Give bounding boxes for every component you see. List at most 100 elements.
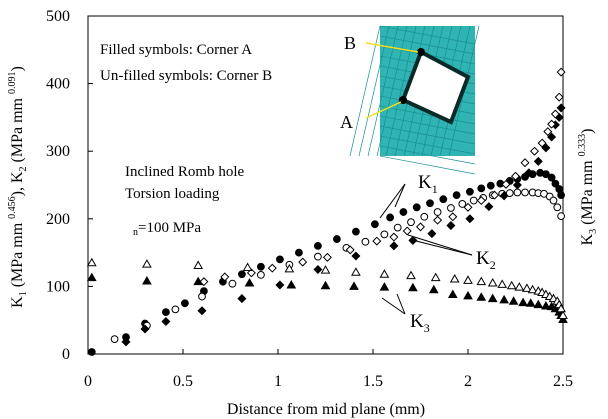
axes	[87, 15, 564, 355]
label-text: )	[9, 66, 26, 71]
callout-pointer	[381, 297, 406, 315]
circle-filled-point	[371, 220, 379, 229]
diamond-filled-point	[465, 214, 475, 224]
unit-exponent: 0.333	[577, 134, 588, 157]
x-tick-label: 1.5	[363, 373, 383, 390]
legend-note-unfilled: Un-filled symbols: Corner B	[100, 68, 272, 84]
stress-note: n=100 MPa	[133, 220, 201, 238]
triangle-filled-point	[533, 299, 544, 309]
x-tick-label: 0	[84, 373, 92, 390]
callout-pointer	[394, 183, 406, 208]
diamond-filled-point	[275, 280, 285, 290]
diamond-open-point	[298, 257, 308, 267]
diamond-filled-point	[427, 229, 437, 239]
callout-main: K	[476, 248, 490, 269]
diamond-open-point	[345, 245, 355, 255]
diamond-open-point	[547, 119, 557, 129]
callout-k1: K1	[418, 172, 438, 196]
triangle-filled-point	[86, 272, 97, 282]
inset-arrow-b	[365, 42, 419, 53]
stress-note-sub: n	[133, 227, 138, 238]
triangle-filled-point	[286, 280, 297, 289]
callout-main: K	[410, 311, 424, 332]
circle-open-point	[361, 237, 370, 246]
diamond-open-point	[543, 127, 553, 137]
diamond-filled-point	[446, 221, 456, 231]
triangle-filled-point	[349, 281, 359, 290]
subscript: 2	[18, 166, 29, 171]
callout-sub: 1	[432, 182, 438, 196]
diamond-open-point	[322, 252, 332, 262]
x-tick-label: 2	[464, 373, 472, 390]
circle-filled-point	[557, 191, 565, 200]
subscript: 3	[588, 229, 599, 234]
triangle-open-point	[379, 269, 390, 278]
inset-mesh-line	[376, 25, 408, 157]
stress-note-text: =100 MPa	[138, 220, 201, 236]
circle-open-point	[505, 189, 514, 198]
triangle-open-point	[476, 276, 487, 286]
circle-open-point	[393, 223, 402, 232]
diamond-filled-point	[197, 306, 207, 316]
triangle-open-point	[558, 310, 568, 319]
diamond-filled-point	[533, 156, 543, 166]
x-tick-label: 1	[274, 373, 282, 390]
circle-open-point	[513, 188, 522, 197]
circle-open-point	[521, 188, 529, 197]
diamond-open-point	[556, 67, 566, 77]
diamond-open-point	[529, 146, 540, 156]
diamond-open-point	[501, 179, 511, 189]
circle-open-point	[380, 230, 389, 239]
inset-mesh-line	[385, 25, 417, 157]
triangle-filled-point	[541, 300, 551, 310]
circle-open-point	[433, 208, 442, 216]
circle-filled-point	[238, 270, 246, 279]
circle-filled-point	[333, 235, 341, 243]
triangle-open-point	[527, 284, 538, 294]
circle-filled-point	[276, 255, 284, 264]
diamond-open-point	[415, 222, 426, 232]
triangle-filled-point	[508, 296, 519, 305]
diamond-filled-point	[389, 241, 399, 251]
callout-pointers	[379, 183, 473, 315]
x-tick-label: 2.5	[553, 373, 573, 390]
triangle-open-point	[284, 263, 295, 273]
triangle-filled-point	[379, 282, 390, 291]
circle-filled-point	[412, 203, 421, 212]
y-tick-label: 400	[46, 76, 70, 93]
callout-pointer	[379, 183, 406, 219]
circle-open-point	[110, 335, 119, 344]
callout-k3: K3	[410, 311, 430, 335]
triangle-filled-point	[463, 290, 473, 300]
label-text: K	[9, 296, 26, 308]
inset-mesh-line	[379, 145, 476, 165]
circle-filled-point	[426, 199, 434, 208]
triangle-filled-point	[320, 280, 331, 290]
callout-sub: 3	[424, 321, 430, 335]
legend-note-filled: Filled symbols: Corner A	[100, 42, 252, 58]
circle-open-point	[458, 200, 467, 208]
case-note-hole: Inclined Romb hole	[125, 164, 244, 180]
triangle-open-point	[193, 260, 204, 269]
y-axis-label-right: K3 (MPa mm 0.333)	[577, 129, 599, 246]
diamond-filled-point	[121, 337, 131, 347]
label-text: )	[579, 129, 596, 134]
label-text: K	[579, 233, 596, 245]
inset-mesh-line	[379, 25, 476, 45]
x-tick-label: 0.5	[173, 373, 193, 390]
triangle-open-point	[86, 257, 97, 267]
callout-pointer	[396, 293, 406, 315]
inset-corner-b	[417, 48, 425, 56]
label-text: ), K	[9, 171, 26, 196]
data-markers	[86, 67, 568, 356]
corner-inset-image	[349, 25, 480, 175]
triangle-filled-point	[244, 278, 255, 287]
circle-open-point	[171, 305, 180, 314]
y-tick-label: 500	[46, 8, 70, 25]
circle-filled-point	[486, 181, 495, 190]
diamond-filled-point	[541, 143, 551, 153]
callout-pointer	[415, 240, 473, 256]
inset-label-a: A	[340, 112, 353, 132]
diamond-filled-point	[484, 202, 494, 212]
triangle-open-point	[522, 283, 532, 292]
